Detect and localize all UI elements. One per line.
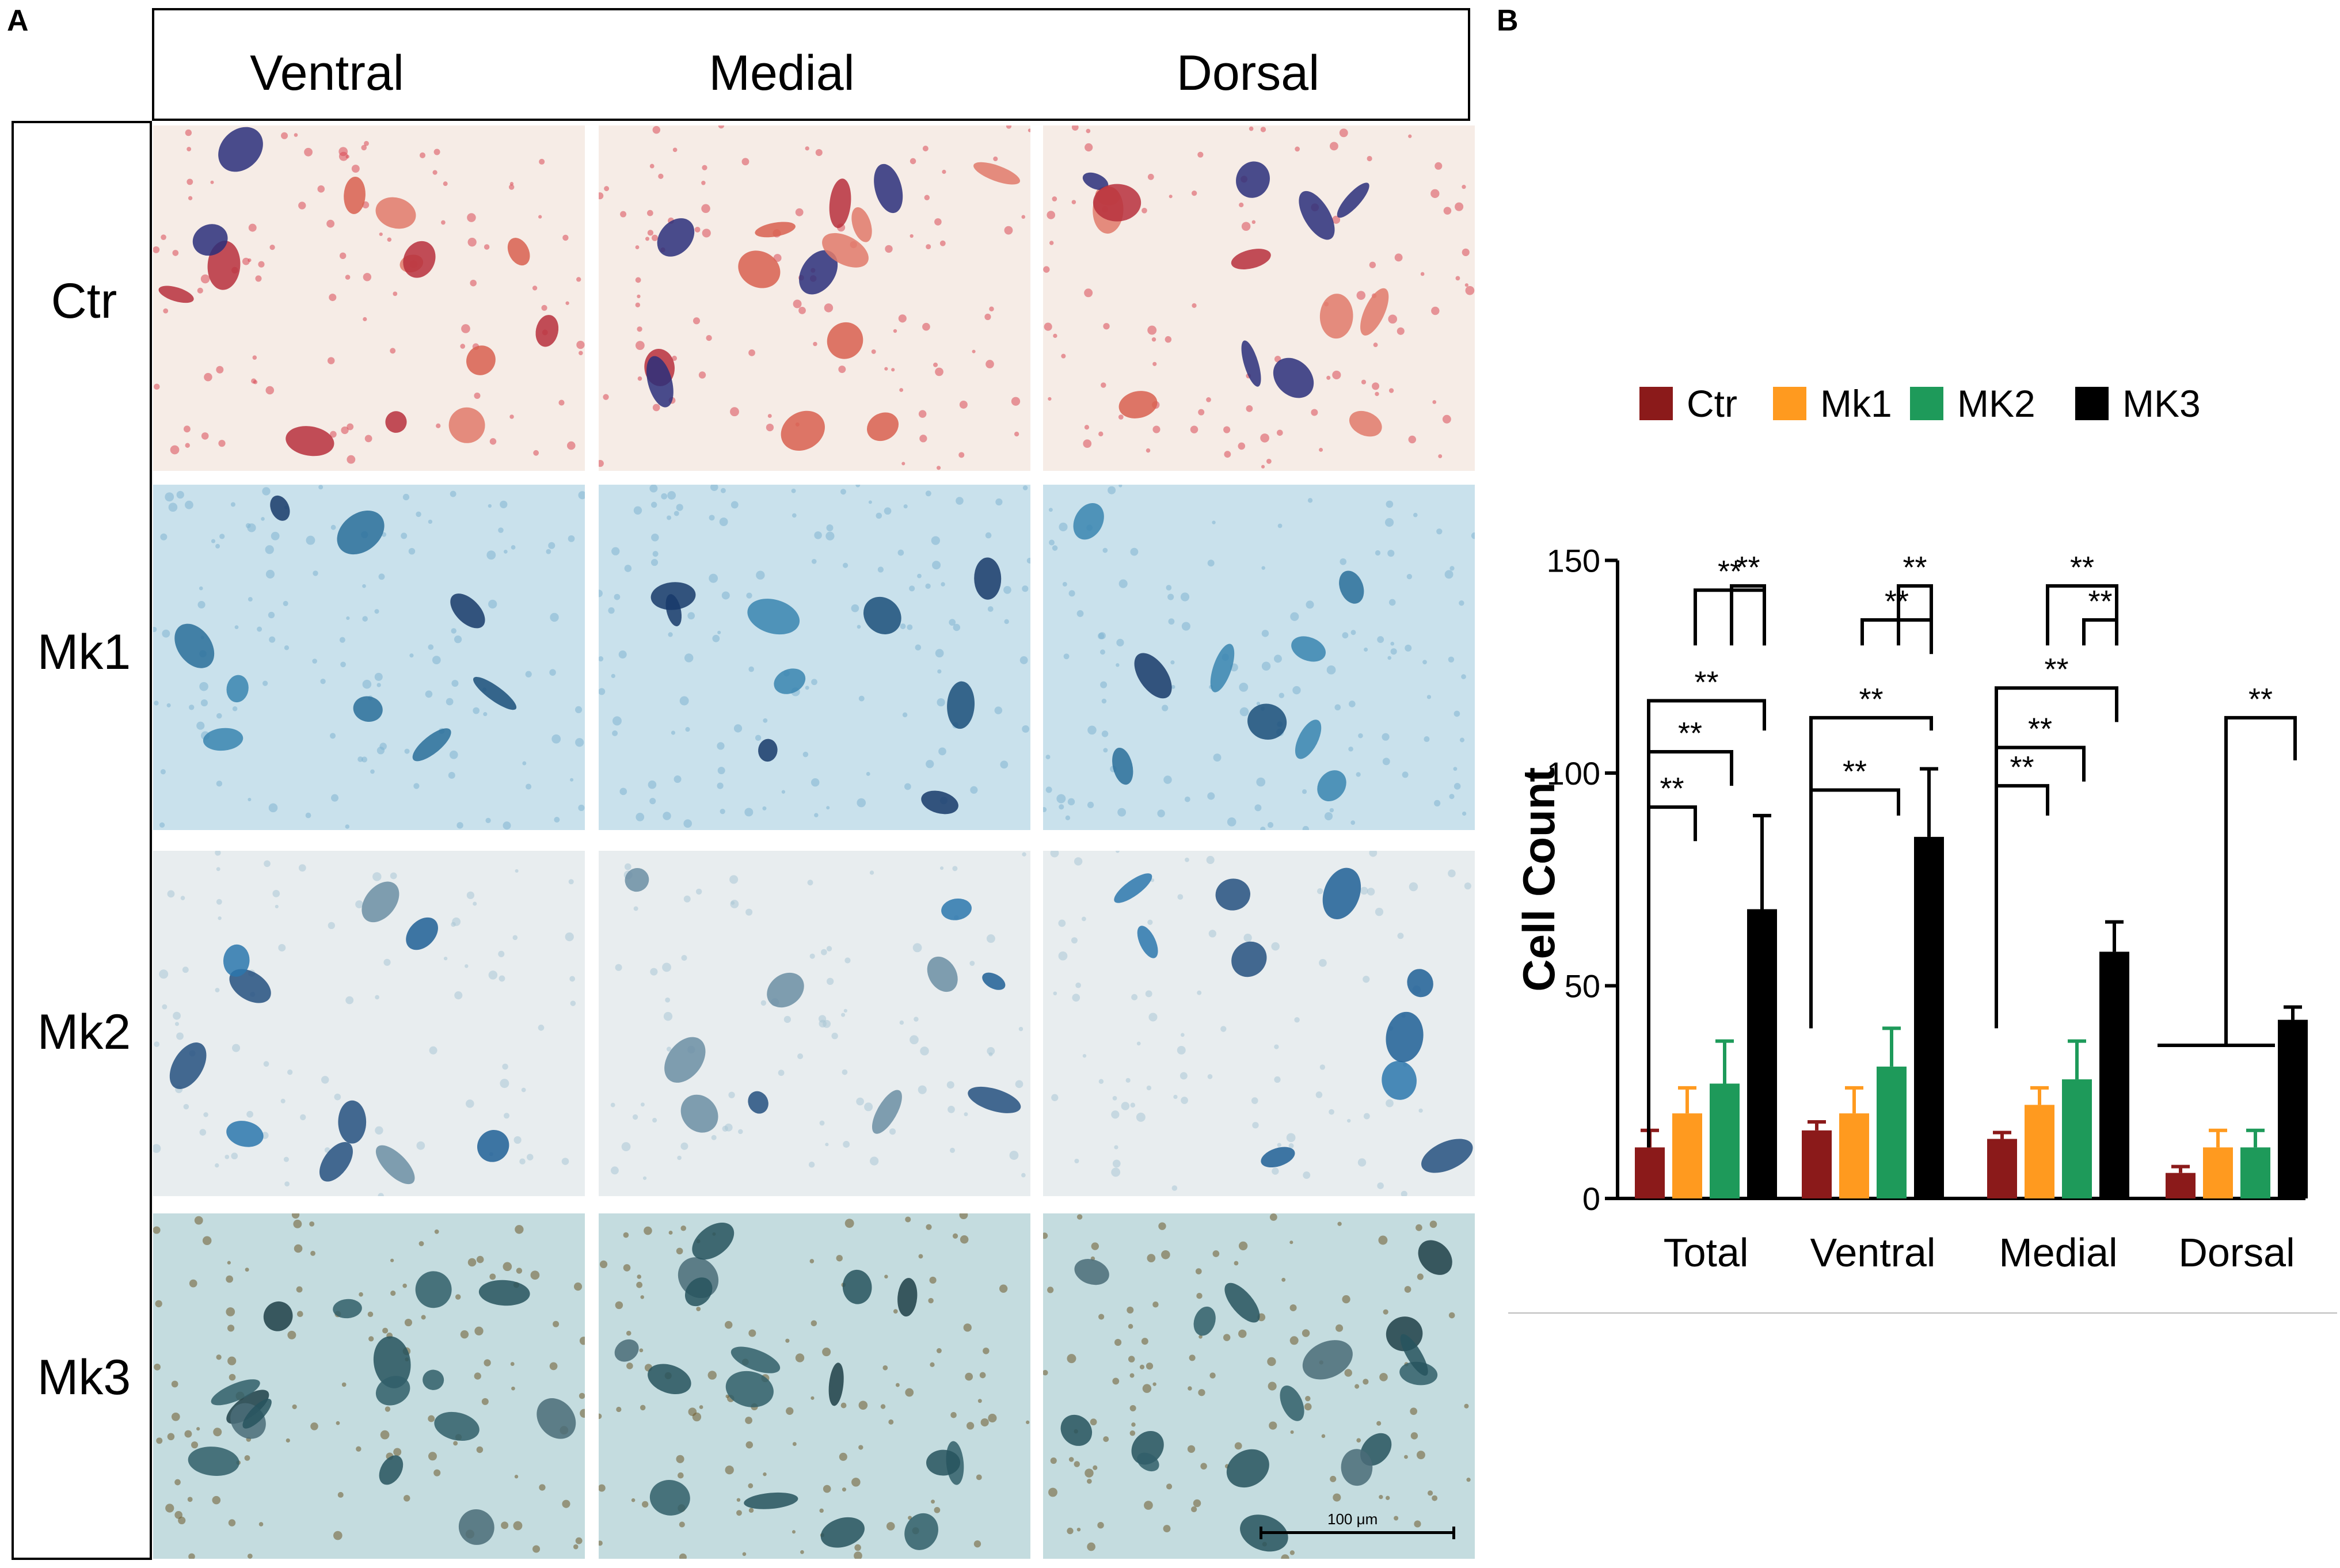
legend-label-mk1: Mk1	[1820, 382, 1892, 425]
column-header-dorsal: Dorsal	[1176, 45, 1320, 101]
micrograph-mk2-dorsal	[1043, 851, 1475, 1196]
panel-b-label: B	[1497, 4, 1519, 37]
micrograph-mk2-medial	[599, 851, 1030, 1196]
sig-total-ctr-mk1-label: **	[1660, 771, 1684, 806]
bar-mk2-total	[1710, 1083, 1740, 1198]
scale-bar-tick-right	[1452, 1527, 1455, 1539]
panel-b-chart: B 0 50 100 150 Cell Count Total Ventral Medial D…	[1497, 0, 2340, 1568]
bar-mk3-total	[1747, 909, 1777, 1198]
bar-ctr-medial	[1987, 1139, 2017, 1198]
x-tick-label-dorsal: Dorsal	[2178, 1230, 2295, 1275]
sig-dorsal-ctr-mk3-label: **	[2248, 682, 2273, 717]
sig-total-ctr-mk1	[1647, 805, 1697, 1148]
bar-mk1-ventral	[1839, 1113, 1869, 1198]
sig-medial-ctr-mk3-label: **	[2044, 652, 2068, 687]
sig-total-mk2-mk3	[1730, 584, 1766, 646]
scale-bar-label: 100 μm	[1327, 1510, 1378, 1528]
sig-medial-mk1-mk3-label: **	[2070, 550, 2094, 585]
bar-mk3-dorsal	[2278, 1019, 2308, 1198]
y-tick-label: 0	[1582, 1181, 1600, 1217]
micrograph-ctr-medial	[599, 125, 1030, 471]
bar-ctr-dorsal	[2166, 1173, 2196, 1198]
sig-medial-mk2-mk3	[2082, 618, 2118, 646]
y-tick-label: 150	[1547, 543, 1600, 579]
sig-medial-ctr-mk3	[1995, 686, 2118, 748]
legend-swatch-mk2	[1910, 387, 1943, 420]
row-header-mk2: Mk2	[37, 1004, 131, 1060]
bar-mk1-dorsal	[2203, 1147, 2233, 1198]
column-header-box: Ventral Medial Dorsal	[152, 8, 1470, 121]
bar-mk2-dorsal	[2240, 1147, 2270, 1198]
micrograph-mk1-ventral	[153, 485, 585, 830]
sig-ventral-ctr-mk3-label: **	[1859, 682, 1883, 717]
sig-ventral-mk2-mk3-label: **	[1903, 550, 1927, 585]
sig-medial-mk1-mk3	[2046, 584, 2118, 646]
y-tick-label: 100	[1547, 755, 1600, 791]
sig-medial-mk2-mk3-label: **	[2088, 584, 2112, 619]
sig-total-ctr-mk3	[1647, 699, 1766, 752]
sig-dorsal-ctr-mk3	[2224, 716, 2297, 1045]
legend-label-ctr: Ctr	[1687, 382, 1737, 425]
bar-mk3-medial	[2099, 952, 2129, 1198]
bar-mk2-ventral	[1877, 1066, 1907, 1198]
bar-ctr-total	[1635, 1147, 1665, 1198]
x-tick-label-medial: Medial	[1999, 1230, 2117, 1275]
sig-medial-ctr-mk2	[1995, 745, 2086, 786]
bar-ctr-ventral	[1802, 1130, 1832, 1198]
legend-swatch-mk1	[1773, 387, 1806, 420]
sig-medial-ctr-mk1-label: **	[2010, 750, 2034, 785]
micrograph-mk3-ventral	[153, 1213, 585, 1559]
row-header-mk1: Mk1	[37, 625, 131, 680]
sig-total-ctr-mk2-label: **	[1678, 716, 1702, 751]
row-header-box: Ctr Mk1 Mk2 Mk3	[12, 121, 152, 1560]
bar-mk1-medial	[2025, 1105, 2054, 1198]
sig-ventral-ctr-mk3	[1809, 716, 1933, 1029]
legend-swatch-ctr	[1639, 387, 1673, 420]
sig-total-ctr-mk2	[1647, 750, 1733, 808]
micrograph-mk1-dorsal	[1043, 485, 1475, 830]
sig-ventral-ctr-mk2	[1809, 788, 1900, 1029]
x-tick-label-total: Total	[1664, 1230, 1749, 1275]
micrograph-ctr-ventral	[153, 125, 585, 471]
sig-ventral-ctr-mk2-label: **	[1843, 755, 1867, 789]
legend-label-mk2: MK2	[1957, 382, 2035, 425]
scale-bar	[1260, 1531, 1455, 1534]
legend-label-mk3: MK3	[2122, 382, 2201, 425]
y-axis-label: Cell Count	[1513, 767, 1564, 992]
sig-total-mk1-mk3-label: **	[1718, 554, 1742, 589]
legend-swatch-mk3	[2075, 387, 2109, 420]
panel-a-label: A	[7, 4, 29, 37]
micrograph-mk2-ventral	[153, 851, 585, 1196]
x-tick-label-ventral: Ventral	[1810, 1230, 1936, 1275]
column-header-ventral: Ventral	[250, 45, 404, 101]
micrograph-ctr-dorsal	[1043, 125, 1475, 471]
bar-mk2-medial	[2062, 1079, 2092, 1198]
scale-bar-tick-left	[1260, 1527, 1262, 1539]
column-header-medial: Medial	[709, 45, 855, 101]
panel-a-micrographs: A Ventral Medial Dorsal Ctr Mk1 Mk2 Mk3 …	[7, 4, 1475, 1560]
sig-medial-ctr-mk1	[1995, 784, 2049, 1029]
panel-b-divider	[1508, 1312, 2337, 1314]
bar-chart: 0 50 100 150 Cell Count Total Ventral Medial Dor…	[1513, 382, 2308, 1275]
sig-ventral-mk2-mk3	[1897, 584, 1933, 654]
row-header-mk3: Mk3	[37, 1350, 131, 1405]
bar-mk1-total	[1672, 1113, 1702, 1198]
micrograph-mk3-dorsal	[1043, 1213, 1475, 1559]
sig-medial-ctr-mk2-label: **	[2028, 712, 2052, 747]
bar-mk3-ventral	[1914, 836, 1944, 1198]
micrograph-mk3-medial	[599, 1213, 1030, 1559]
micrograph-mk1-medial	[599, 485, 1030, 830]
row-header-ctr: Ctr	[51, 273, 117, 329]
sig-total-mk2-mk3-label: **	[1736, 550, 1760, 585]
y-tick-label: 50	[1565, 968, 1600, 1004]
sig-total-ctr-mk3-label: **	[1694, 665, 1718, 699]
